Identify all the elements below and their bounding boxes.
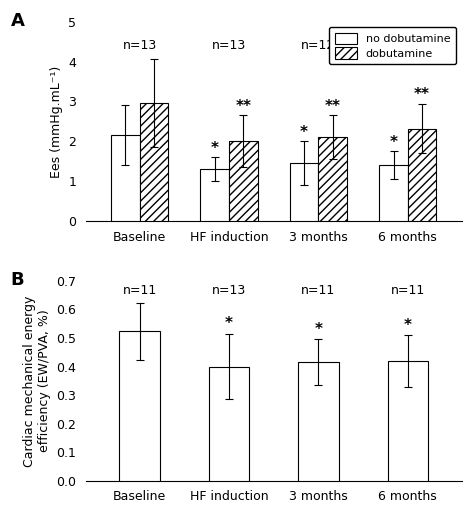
Bar [201, 169, 229, 221]
Bar [209, 366, 249, 481]
Text: B: B [11, 271, 25, 289]
Bar [111, 135, 140, 221]
Text: n=12: n=12 [301, 39, 336, 52]
Y-axis label: Ees (mmHg.mL⁻¹): Ees (mmHg.mL⁻¹) [50, 66, 63, 178]
Text: *: * [300, 125, 308, 140]
Bar [290, 164, 319, 221]
Text: *: * [225, 316, 233, 331]
Text: n=13: n=13 [212, 39, 246, 52]
Bar [298, 362, 338, 481]
Bar [319, 137, 347, 221]
Bar [388, 361, 428, 481]
Legend: no dobutamine, dobutamine: no dobutamine, dobutamine [329, 27, 456, 64]
Text: *: * [404, 318, 412, 333]
Text: *: * [314, 322, 322, 337]
Text: A: A [11, 11, 25, 29]
Text: n=13: n=13 [391, 39, 425, 52]
Bar [379, 166, 408, 221]
Bar [229, 141, 258, 221]
Text: *: * [211, 141, 219, 156]
Bar [408, 128, 437, 221]
Bar [119, 331, 160, 481]
Bar [140, 103, 168, 221]
Text: **: ** [325, 99, 341, 114]
Text: n=11: n=11 [122, 284, 157, 297]
Y-axis label: Cardiac mechanical energy
efficiency (EW/PVA, %): Cardiac mechanical energy efficiency (EW… [23, 295, 51, 466]
Text: n=11: n=11 [301, 284, 336, 297]
Text: **: ** [414, 87, 430, 102]
Text: n=13: n=13 [212, 284, 246, 297]
Text: n=13: n=13 [122, 39, 157, 52]
Text: n=11: n=11 [391, 284, 425, 297]
Text: *: * [390, 135, 398, 150]
Text: **: ** [235, 99, 251, 114]
